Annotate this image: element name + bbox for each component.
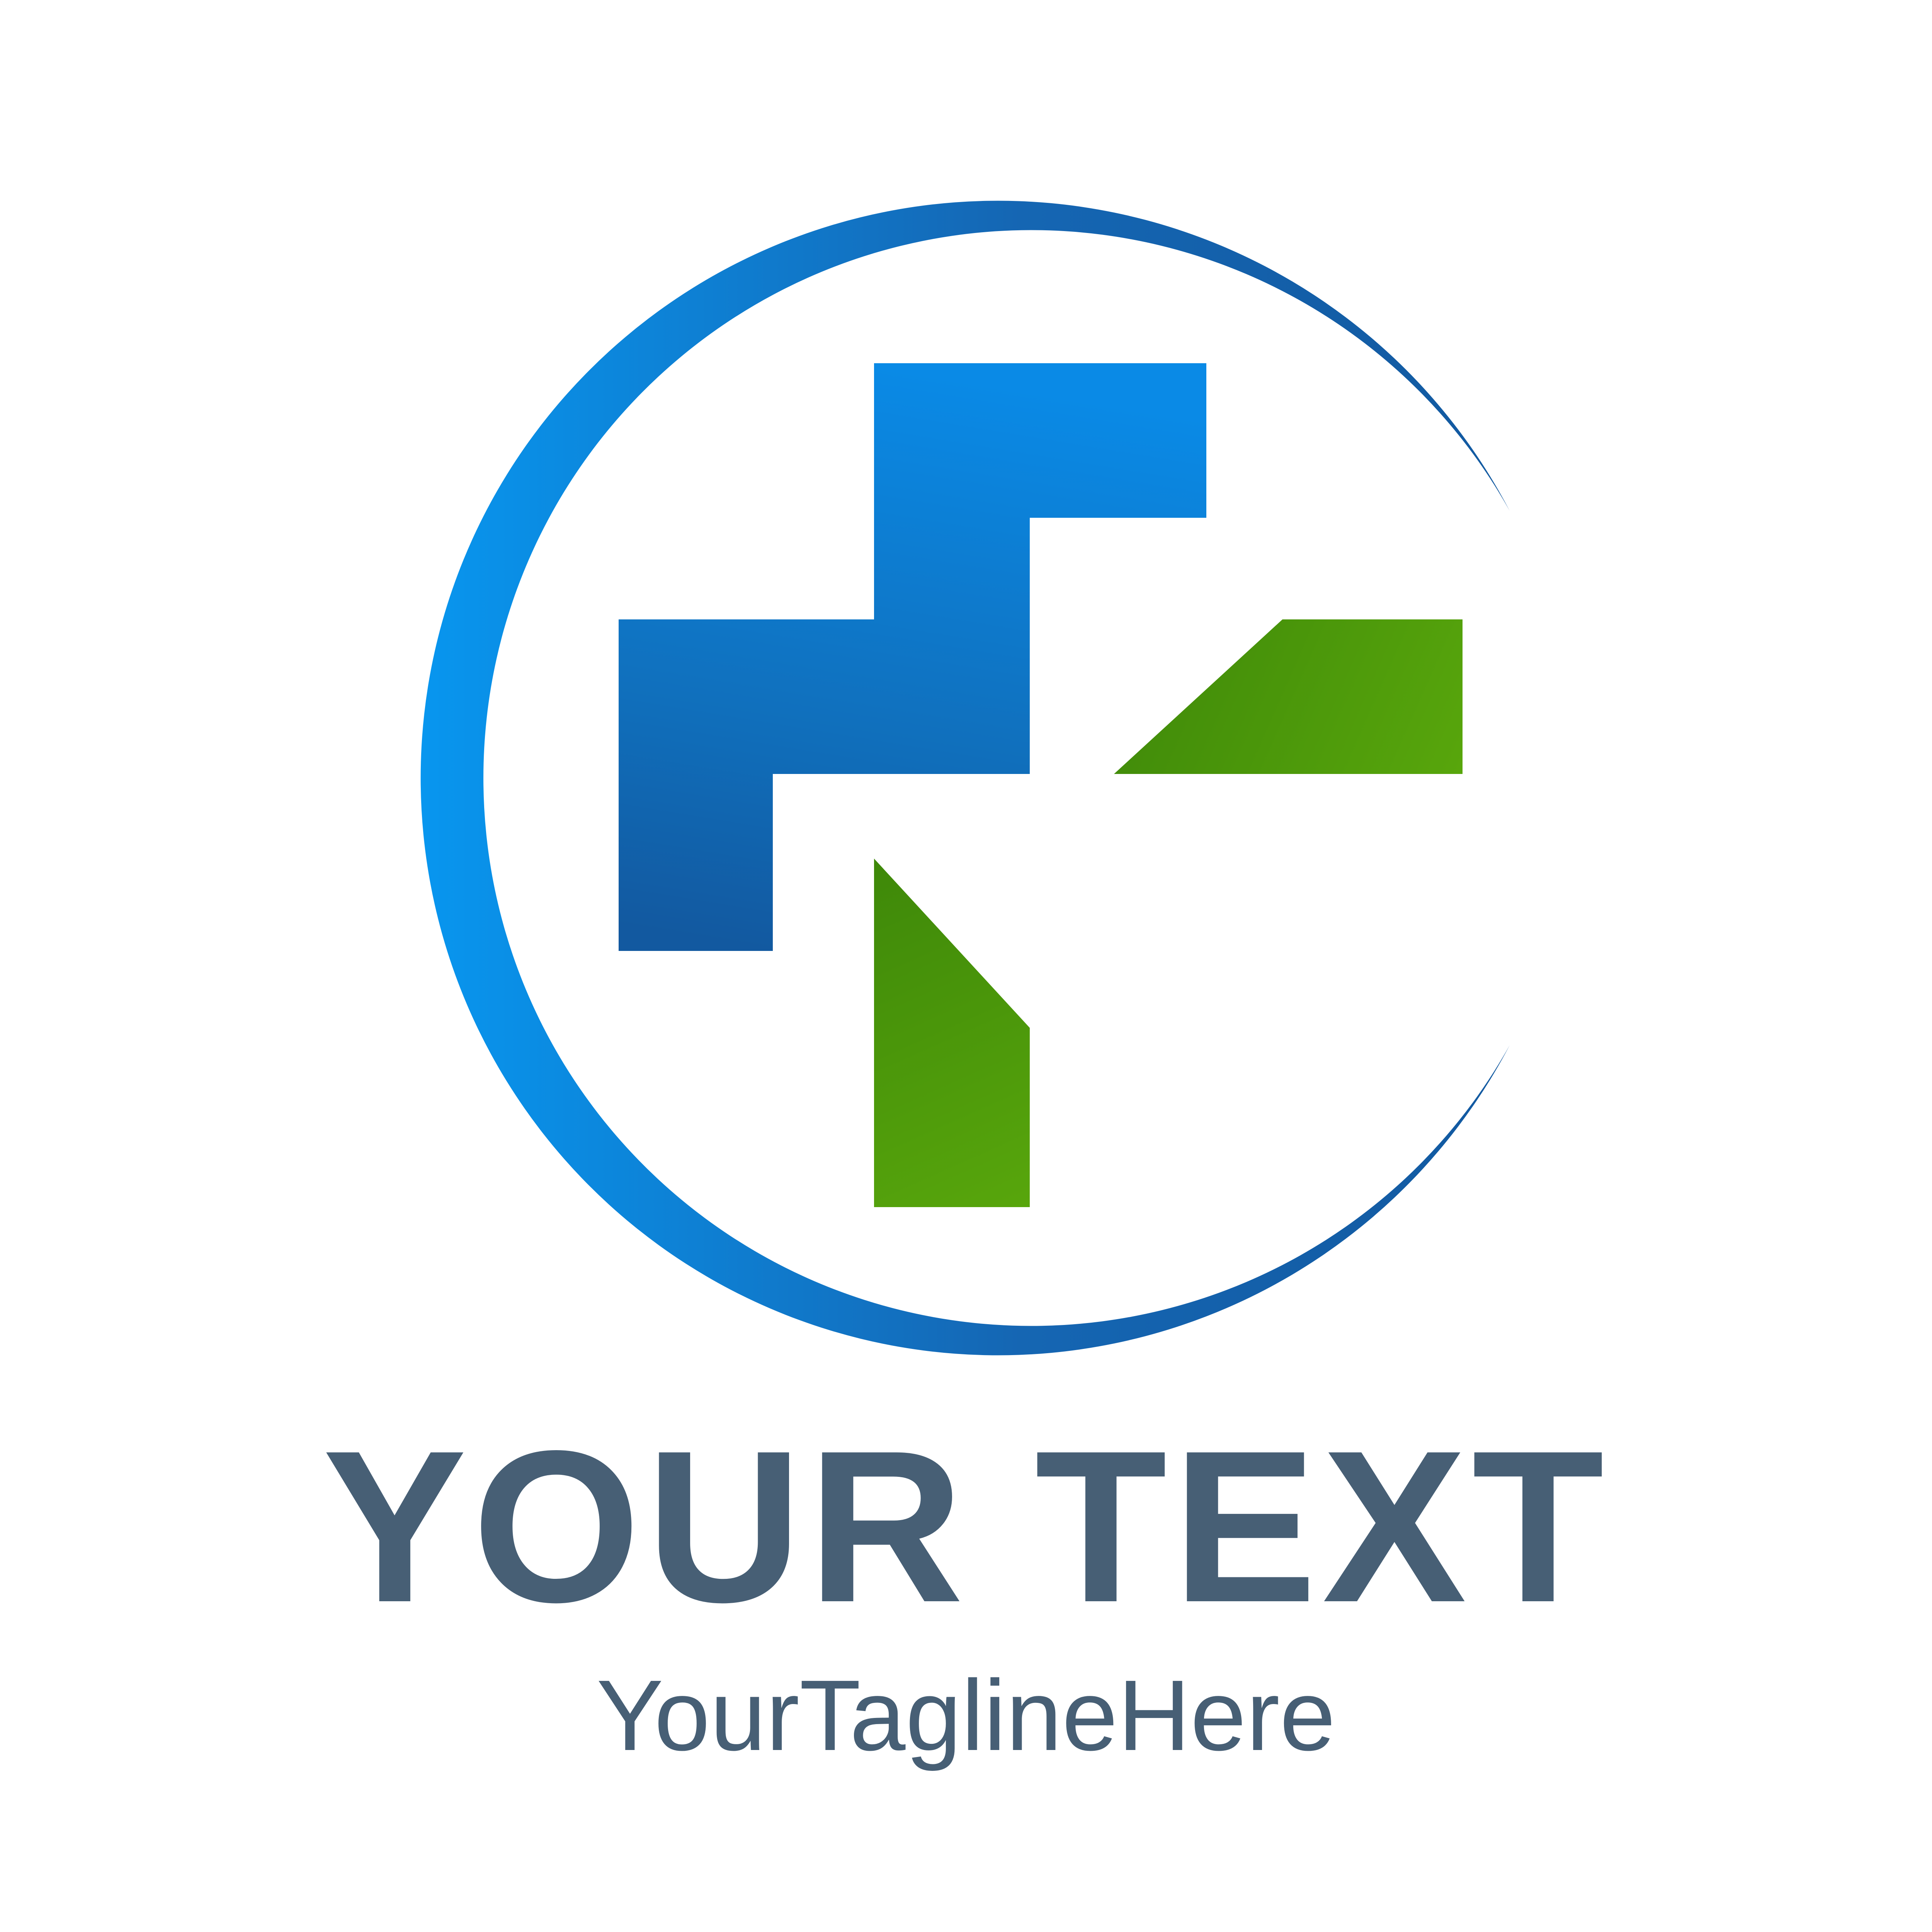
green-right-wedge	[1114, 619, 1463, 774]
blue-cross-shape	[619, 363, 1206, 951]
brand-name: YOUR TEXT	[322, 1405, 1610, 1647]
green-bottom-wedge	[874, 859, 1030, 1207]
tagline: YourTaglineHere	[596, 1660, 1336, 1772]
